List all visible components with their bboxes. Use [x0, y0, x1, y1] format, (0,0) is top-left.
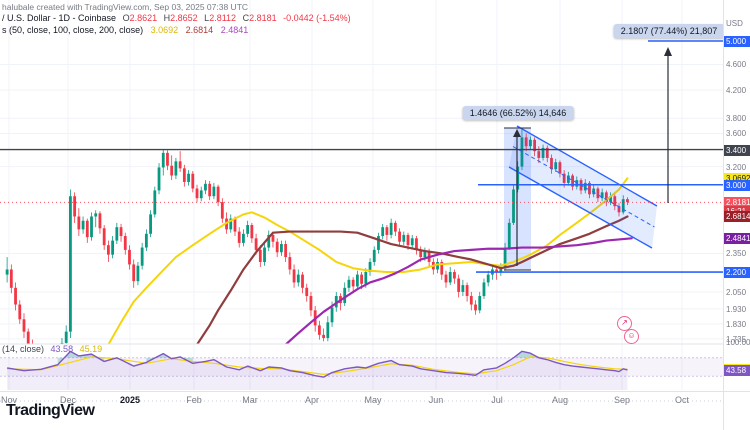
low-value: 2.8112	[209, 13, 237, 23]
month-label: Dec	[59, 395, 76, 405]
month-label: 2025	[119, 395, 141, 405]
price-range-label-2[interactable]: 2.1807 (77.44%) 21,807	[613, 24, 725, 38]
price-tick-label: 2.350	[726, 249, 747, 259]
ma-legend[interactable]: s (50, close, 100, close, 200, close) 3.…	[2, 25, 248, 35]
price-tick-label: 1.930	[726, 304, 747, 314]
month-label: Feb	[186, 395, 202, 405]
price-tick-label: 2.050	[726, 287, 747, 297]
price-tick-label: 4.600	[726, 60, 747, 70]
ma200-value: 2.4841	[220, 25, 249, 35]
rsi-legend[interactable]: (14, close) 43.58 45.19	[2, 344, 102, 354]
ma-line	[107, 177, 629, 344]
high-value: 2.8652	[170, 13, 198, 23]
close-value: 2.8181	[249, 13, 277, 23]
price-chip-label: 2.4841	[724, 232, 750, 244]
rsi-legend-label: (14, close)	[2, 344, 45, 354]
low-label: L	[204, 13, 210, 23]
month-label: Jun	[428, 395, 444, 405]
rsi-tick-label: 100.00	[726, 338, 750, 347]
price-tick-label: 1.735	[726, 334, 747, 344]
channel-mid-line	[512, 146, 655, 228]
symbol-title: / U.S. Dollar - 1D - Coinbase	[2, 13, 117, 23]
high-label: H	[163, 13, 171, 23]
price-chip-label: 3.400	[724, 144, 750, 156]
ma100-value: 2.6814	[185, 25, 214, 35]
channel-lower-line	[508, 166, 653, 249]
ma-legend-label: s (50, close, 100, close, 200, close)	[2, 25, 144, 35]
price-range-label-1[interactable]: 1.4646 (66.52%) 14,646	[462, 106, 574, 120]
price-pane	[0, 40, 723, 344]
month-label: Aug	[551, 395, 568, 405]
rsi-value: 43.58	[50, 344, 74, 354]
open-value: 2.8621	[129, 13, 158, 23]
rsi-ma-value: 45.19	[79, 344, 103, 354]
month-label: Nov	[0, 395, 17, 405]
price-chip-label: 3.000	[724, 179, 750, 191]
price-tick-label: 3.200	[726, 162, 747, 172]
rsi-chip-label: 43.58	[724, 364, 750, 376]
attribution-text: halubale created with TradingView.com, S…	[2, 2, 249, 12]
close-label: C	[242, 13, 250, 23]
ma50-value: 3.0692	[150, 25, 179, 35]
axis-currency-label: USD	[726, 19, 743, 28]
rsi-pane	[0, 350, 723, 390]
symbol-legend[interactable]: / U.S. Dollar - 1D - Coinbase O2.8621 H2…	[2, 13, 351, 23]
ma-line	[196, 215, 629, 344]
rsi-ma-line	[7, 356, 628, 375]
time-axis[interactable]: Nov Dec 2025 Feb Mar Apr May Jun Jul Aug Sep Oct	[0, 391, 750, 409]
change-value: -0.0442 (-1.54%)	[283, 13, 351, 23]
month-label: Mar	[242, 395, 258, 405]
month-label: May	[364, 395, 382, 405]
price-chip-label: 5.000	[724, 36, 750, 47]
price-tick-label: 4.200	[726, 86, 747, 96]
price-chip-label: 2.6814	[724, 211, 750, 223]
descending-channel-fill	[509, 126, 657, 248]
price-axis[interactable]: USD 4.600 4.200 3.800 3.600 3.200 2.350 2.050 1…	[723, 0, 750, 430]
month-label: Sep	[613, 395, 630, 405]
rsi-line	[6, 350, 628, 378]
month-label: Oct	[674, 395, 689, 405]
month-label: Jul	[491, 395, 503, 405]
emoji-sticker-1-icon[interactable]: ↗	[617, 316, 632, 331]
range2-arrowhead	[664, 47, 672, 56]
emoji-sticker-2-icon[interactable]: ☺	[624, 329, 639, 344]
price-tick-label: 3.800	[726, 114, 747, 124]
range1-arrowhead	[513, 129, 521, 137]
price-tick-label: 3.600	[726, 129, 747, 139]
price-tick-label: 1.830	[726, 319, 747, 329]
open-label: O	[122, 13, 130, 23]
price-chip-label: 2.200	[724, 267, 750, 279]
tradingview-watermark: TradingView	[6, 402, 95, 419]
ma-line	[284, 237, 633, 344]
price-chip-label: 2.8181	[724, 197, 750, 209]
price-chip-label: 3.0692	[724, 173, 750, 185]
channel-upper-line	[516, 125, 658, 207]
gridlines	[0, 0, 723, 390]
month-label: Apr	[304, 395, 319, 405]
